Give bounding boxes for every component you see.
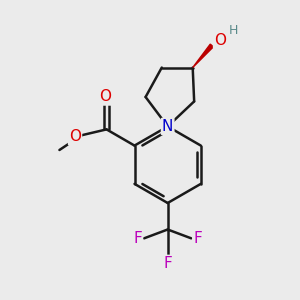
Text: F: F xyxy=(133,231,142,246)
Text: N: N xyxy=(162,119,173,134)
Text: O: O xyxy=(69,129,81,144)
Text: F: F xyxy=(163,256,172,271)
Polygon shape xyxy=(193,44,213,68)
Text: O: O xyxy=(214,33,226,48)
Text: O: O xyxy=(99,89,111,104)
Text: H: H xyxy=(228,24,238,37)
Text: F: F xyxy=(193,231,202,246)
Text: methyl: methyl xyxy=(55,155,59,156)
